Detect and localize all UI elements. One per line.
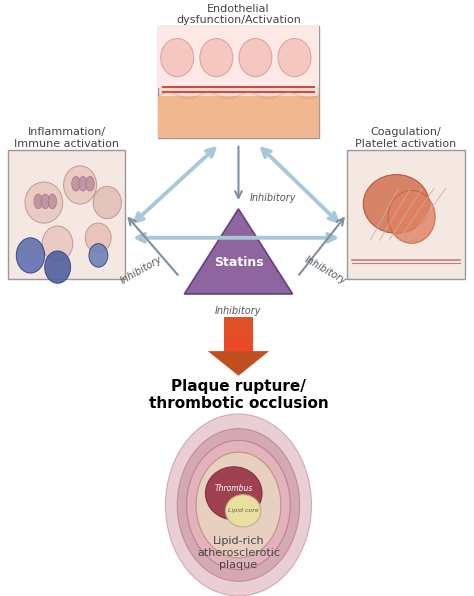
- Text: Inhibitory: Inhibitory: [119, 254, 164, 286]
- FancyBboxPatch shape: [224, 328, 253, 330]
- Ellipse shape: [93, 187, 121, 219]
- FancyBboxPatch shape: [224, 335, 253, 337]
- Circle shape: [196, 452, 281, 558]
- Ellipse shape: [226, 495, 261, 527]
- Text: Inflammation/
Immune activation: Inflammation/ Immune activation: [14, 127, 119, 148]
- Text: Lipid-rich
atherosclerotic
plaque: Lipid-rich atherosclerotic plaque: [197, 536, 280, 570]
- Circle shape: [187, 440, 290, 570]
- Text: Statins: Statins: [214, 256, 263, 269]
- Text: Plaque rupture/
thrombotic occlusion: Plaque rupture/ thrombotic occlusion: [148, 378, 328, 411]
- FancyBboxPatch shape: [224, 340, 253, 342]
- Ellipse shape: [79, 176, 87, 191]
- Text: Inhibitory: Inhibitory: [215, 306, 262, 316]
- FancyBboxPatch shape: [224, 321, 253, 322]
- FancyBboxPatch shape: [224, 326, 253, 328]
- FancyBboxPatch shape: [224, 318, 253, 319]
- Ellipse shape: [388, 191, 435, 243]
- Ellipse shape: [64, 166, 97, 204]
- FancyBboxPatch shape: [158, 95, 319, 138]
- Polygon shape: [208, 351, 269, 376]
- Circle shape: [177, 429, 300, 581]
- Text: Thrombus: Thrombus: [215, 484, 253, 493]
- Ellipse shape: [45, 251, 71, 283]
- Ellipse shape: [363, 175, 429, 233]
- Ellipse shape: [41, 194, 50, 209]
- Ellipse shape: [48, 194, 56, 209]
- Ellipse shape: [85, 223, 111, 253]
- FancyBboxPatch shape: [224, 331, 253, 333]
- FancyBboxPatch shape: [224, 349, 253, 350]
- Polygon shape: [184, 209, 292, 294]
- FancyBboxPatch shape: [224, 333, 253, 335]
- FancyBboxPatch shape: [224, 322, 253, 324]
- Text: Coagulation/
Platelet activation: Coagulation/ Platelet activation: [355, 127, 456, 148]
- FancyBboxPatch shape: [224, 350, 253, 352]
- FancyBboxPatch shape: [8, 150, 126, 279]
- FancyBboxPatch shape: [224, 345, 253, 347]
- Text: Inhibitory: Inhibitory: [250, 193, 297, 203]
- Ellipse shape: [72, 176, 80, 191]
- Ellipse shape: [161, 39, 194, 77]
- FancyBboxPatch shape: [158, 26, 319, 138]
- FancyBboxPatch shape: [224, 330, 253, 331]
- Ellipse shape: [278, 39, 311, 77]
- Circle shape: [165, 414, 311, 596]
- FancyBboxPatch shape: [224, 324, 253, 326]
- Ellipse shape: [25, 182, 63, 223]
- FancyBboxPatch shape: [224, 319, 253, 321]
- FancyBboxPatch shape: [224, 347, 253, 349]
- FancyBboxPatch shape: [224, 337, 253, 339]
- Text: Inhibitory: Inhibitory: [303, 254, 348, 286]
- FancyBboxPatch shape: [158, 26, 319, 88]
- Text: Lipid core: Lipid core: [228, 508, 258, 513]
- Ellipse shape: [16, 238, 45, 273]
- FancyBboxPatch shape: [224, 342, 253, 343]
- Ellipse shape: [89, 244, 108, 267]
- Ellipse shape: [239, 39, 272, 77]
- Ellipse shape: [205, 467, 262, 520]
- Ellipse shape: [200, 39, 233, 77]
- Ellipse shape: [42, 226, 73, 261]
- FancyBboxPatch shape: [224, 339, 253, 340]
- FancyBboxPatch shape: [347, 150, 465, 279]
- Text: Endothelial
dysfunction/Activation: Endothelial dysfunction/Activation: [176, 4, 301, 25]
- Ellipse shape: [34, 194, 43, 209]
- FancyBboxPatch shape: [224, 343, 253, 345]
- Ellipse shape: [86, 176, 94, 191]
